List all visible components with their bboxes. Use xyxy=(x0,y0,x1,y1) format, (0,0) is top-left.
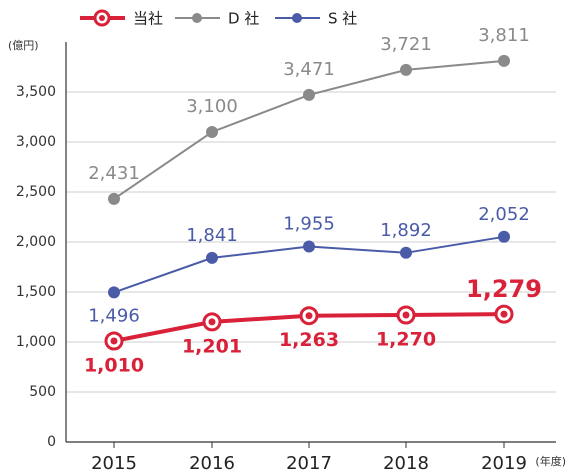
y-tick-label: 3,000 xyxy=(16,134,56,150)
legend-marker xyxy=(192,13,202,23)
data-label: 1,263 xyxy=(279,329,339,351)
data-label: 1,270 xyxy=(376,329,436,351)
point xyxy=(206,251,218,264)
point-core xyxy=(500,310,508,318)
y-axis-label: (億円) xyxy=(8,39,39,52)
series-line xyxy=(113,59,505,200)
legend-marker xyxy=(292,13,302,23)
x-axis-label: (年度) xyxy=(535,454,566,468)
y-tick-label: 2,000 xyxy=(16,234,56,250)
point xyxy=(400,246,412,259)
data-label: 1,955 xyxy=(283,214,335,235)
legend-label: S 社 xyxy=(328,10,357,28)
point xyxy=(303,240,315,253)
legend-label: D 社 xyxy=(228,10,259,28)
x-tick-label: 2017 xyxy=(286,453,332,472)
point xyxy=(206,126,218,138)
point-core xyxy=(305,312,313,320)
data-label: 1,892 xyxy=(380,220,432,241)
point xyxy=(498,54,510,67)
data-label: 3,100 xyxy=(186,96,238,117)
data-label: 1,010 xyxy=(84,355,144,377)
data-label: 2,431 xyxy=(88,163,140,184)
y-tick-label: 0 xyxy=(47,434,56,450)
data-label: 1,841 xyxy=(186,225,238,246)
y-tick-label: 500 xyxy=(29,384,56,400)
point xyxy=(108,286,120,299)
point-core xyxy=(110,337,118,345)
x-tick-label: 2018 xyxy=(383,453,429,472)
data-label: 3,471 xyxy=(283,59,335,80)
y-tick-label: 1,000 xyxy=(16,334,56,350)
legend-label: 当社 xyxy=(133,10,163,28)
y-tick-label: 2,500 xyxy=(16,184,56,200)
x-tick-label: 2015 xyxy=(91,453,137,472)
point xyxy=(498,230,510,243)
data-label: 1,496 xyxy=(88,305,140,326)
x-tick-label: 2016 xyxy=(189,453,235,472)
data-label: 1,279 xyxy=(466,275,542,303)
data-label: 2,052 xyxy=(478,204,530,225)
x-tick-label: 2019 xyxy=(481,453,527,472)
point xyxy=(303,88,315,101)
data-label: 3,721 xyxy=(380,34,432,55)
point-core xyxy=(208,318,216,326)
data-label: 1,201 xyxy=(182,335,242,357)
data-label: 3,811 xyxy=(478,25,530,46)
point-core xyxy=(402,311,410,319)
y-tick-label: 1,500 xyxy=(16,284,56,300)
y-tick-label: 3,500 xyxy=(16,84,56,100)
legend-marker xyxy=(99,15,105,21)
point xyxy=(108,192,120,205)
point xyxy=(400,63,412,76)
